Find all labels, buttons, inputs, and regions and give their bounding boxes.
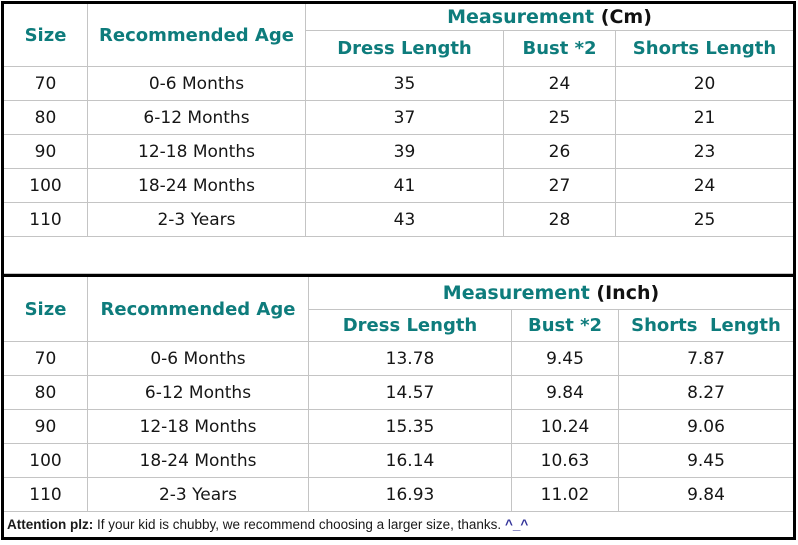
bust-cell: 25	[503, 100, 616, 135]
dress-length-cell: 14.57	[308, 375, 512, 410]
cm-row-110: 110 2-3 Years 43 28 25	[2, 202, 796, 237]
shorts-length-cell: 20	[614, 66, 796, 101]
bust-cell: 9.84	[511, 375, 619, 410]
dress-length-cell: 15.35	[308, 409, 512, 444]
attention-note-text: If your kid is chubby, we recommend choo…	[93, 517, 505, 532]
age-cell: 2-3 Years	[87, 202, 306, 237]
dress-length-cell: 37	[305, 100, 504, 135]
attention-note: Attention plz: If your kid is chubby, we…	[2, 511, 795, 539]
age-cell: 18-24 Months	[87, 168, 306, 203]
cm-subheader-row: Dress Length Bust *2 Shorts Length	[3, 30, 796, 67]
inch-row-70: 70 0-6 Months 13.78 9.45 7.87	[2, 341, 795, 376]
inch-measurement-header: Measurement (Inch)	[308, 275, 795, 310]
age-cell: 6-12 Months	[87, 375, 309, 410]
bust-cell: 26	[503, 134, 616, 169]
cm-shorts-length-header: Shorts Length	[614, 30, 796, 67]
dress-length-cell: 39	[305, 134, 504, 169]
dress-length-cell: 41	[305, 168, 504, 203]
size-cell: 110	[2, 202, 88, 237]
dress-length-cell: 35	[305, 66, 504, 101]
shorts-length-cell: 25	[614, 202, 796, 237]
inch-recommended-age-header: Recommended Age	[87, 275, 309, 342]
bust-cell: 27	[503, 168, 616, 203]
inch-dress-length-header: Dress Length	[308, 309, 512, 342]
inch-size-header: Size	[2, 275, 88, 342]
inch-row-90: 90 12-18 Months 15.35 10.24 9.06	[2, 409, 795, 444]
inch-size-table: Size Recommended Age Measurement (Inch) …	[1, 274, 796, 540]
age-cell: 0-6 Months	[87, 341, 309, 376]
bust-cell: 10.24	[511, 409, 619, 444]
inch-measurement-unit: (Inch)	[596, 282, 660, 304]
size-cell: 100	[2, 443, 88, 478]
shorts-length-cell: 9.45	[618, 443, 795, 478]
size-cell: 80	[2, 375, 88, 410]
cm-bust-header: Bust *2	[503, 30, 616, 67]
cm-row-100: 100 18-24 Months 41 27 24	[2, 168, 796, 203]
size-cell: 80	[2, 100, 88, 135]
cm-title-row: Size Recommended Age Measurement (Cm)	[2, 2, 796, 67]
shorts-length-cell: 8.27	[618, 375, 795, 410]
shorts-length-cell: 23	[614, 134, 796, 169]
cm-size-table: Size Recommended Age Measurement (Cm) Dr…	[1, 1, 797, 274]
cm-row-90: 90 12-18 Months 39 26 23	[2, 134, 796, 169]
age-cell: 18-24 Months	[87, 443, 309, 478]
attention-note-row: Attention plz: If your kid is chubby, we…	[2, 511, 795, 539]
shorts-length-cell: 24	[614, 168, 796, 203]
dress-length-cell: 13.78	[308, 341, 512, 376]
dress-length-cell: 43	[305, 202, 504, 237]
size-cell: 100	[2, 168, 88, 203]
size-cell: 90	[2, 134, 88, 169]
inch-shorts-length-header: Shorts Length	[618, 309, 795, 342]
cm-measurement-header: Measurement (Cm)	[304, 2, 796, 31]
inch-subheader-row: Dress Length Bust *2 Shorts Length	[3, 309, 795, 342]
age-cell: 12-18 Months	[87, 134, 306, 169]
bust-cell: 11.02	[511, 477, 619, 512]
inch-bust-header: Bust *2	[511, 309, 619, 342]
size-cell: 90	[2, 409, 88, 444]
attention-note-emoticon: ^_^	[504, 517, 529, 532]
age-cell: 6-12 Months	[87, 100, 306, 135]
cm-recommended-age-header: Recommended Age	[87, 2, 306, 67]
bust-cell: 10.63	[511, 443, 619, 478]
shorts-length-cell: 21	[614, 100, 796, 135]
size-cell: 70	[2, 341, 88, 376]
inch-row-110: 110 2-3 Years 16.93 11.02 9.84	[2, 477, 795, 512]
size-cell: 70	[2, 66, 88, 101]
cm-empty-row	[1, 236, 796, 274]
age-cell: 12-18 Months	[87, 409, 309, 444]
cm-size-header: Size	[2, 2, 88, 67]
bust-cell: 24	[503, 66, 616, 101]
shorts-length-cell: 7.87	[618, 341, 795, 376]
inch-title-row: Size Recommended Age Measurement (Inch)	[2, 275, 795, 342]
size-cell: 110	[2, 477, 88, 512]
cm-measurement-unit: (Cm)	[600, 6, 652, 28]
cm-row-70: 70 0-6 Months 35 24 20	[2, 66, 796, 101]
attention-note-label: Attention plz:	[7, 517, 94, 532]
cm-measurement-title: Measurement	[447, 6, 595, 28]
empty-cell	[1, 236, 796, 274]
bust-cell: 9.45	[511, 341, 619, 376]
dress-length-cell: 16.14	[308, 443, 512, 478]
cm-dress-length-header: Dress Length	[305, 30, 504, 67]
shorts-length-cell: 9.06	[618, 409, 795, 444]
inch-row-80: 80 6-12 Months 14.57 9.84 8.27	[2, 375, 795, 410]
age-cell: 0-6 Months	[87, 66, 306, 101]
shorts-length-cell: 9.84	[618, 477, 795, 512]
age-cell: 2-3 Years	[87, 477, 309, 512]
dress-length-cell: 16.93	[308, 477, 512, 512]
bust-cell: 28	[503, 202, 616, 237]
inch-measurement-title: Measurement	[442, 282, 590, 304]
inch-row-100: 100 18-24 Months 16.14 10.63 9.45	[2, 443, 795, 478]
cm-row-80: 80 6-12 Months 37 25 21	[2, 100, 796, 135]
spacer	[594, 6, 601, 28]
